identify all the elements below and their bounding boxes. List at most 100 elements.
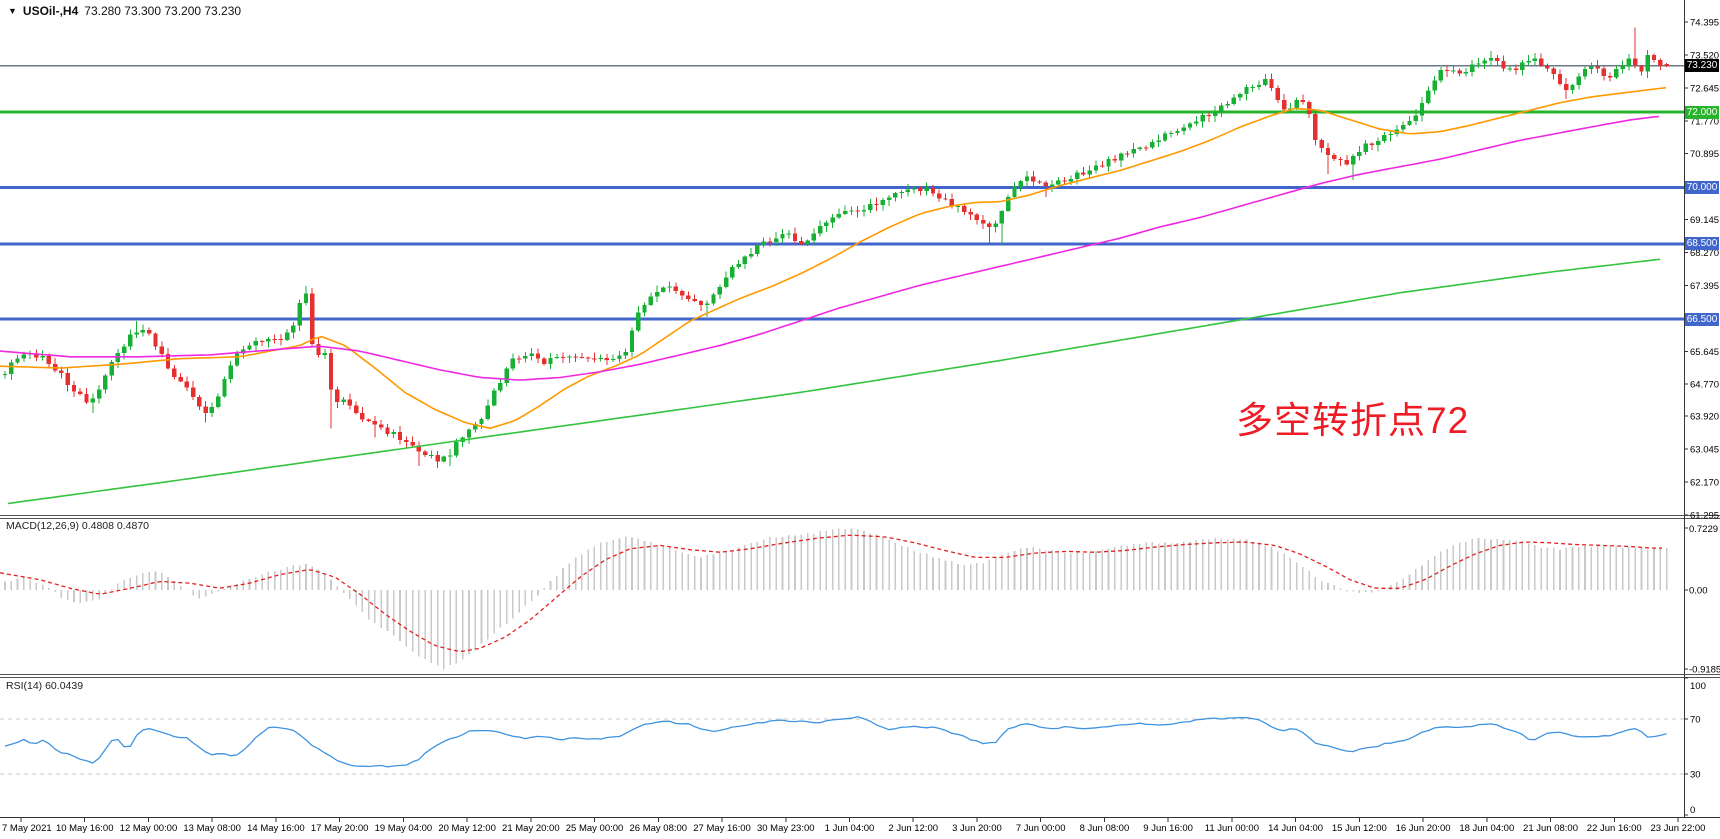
candle-body (272, 338, 277, 340)
candle-body (1049, 184, 1055, 187)
price-tick-label: 63.045 (1690, 445, 1719, 456)
candle-body (1413, 115, 1418, 121)
candle-body (341, 399, 346, 402)
time-tick-label: 27 May 16:00 (693, 823, 751, 834)
candle-body (993, 223, 998, 227)
candle-body (1476, 63, 1481, 65)
candle-body (15, 358, 20, 363)
candle-body (667, 286, 672, 288)
candle-body (1006, 197, 1011, 212)
candle-body (730, 266, 735, 278)
time-scale[interactable] (0, 818, 1720, 839)
candle-body (579, 357, 585, 359)
candle-body (1319, 139, 1324, 149)
candle-body (987, 223, 992, 227)
price-tick-label: 62.170 (1690, 478, 1719, 489)
candle-body (723, 277, 729, 288)
candle-body (1244, 87, 1249, 94)
candle-body (774, 238, 779, 242)
symbol-dropdown-icon[interactable]: ▼ (8, 5, 17, 16)
candle-body (466, 429, 472, 438)
candle-body (1275, 87, 1281, 100)
level-price-box: 68.500 (1685, 237, 1719, 251)
time-tick-label: 23 Jun 22:00 (1651, 823, 1706, 834)
candle-body (1263, 79, 1268, 86)
candle-body (761, 241, 766, 245)
candle-body (447, 455, 453, 457)
macd-indicator-label: MACD(12,26,9) 0.4808 0.4870 (6, 520, 150, 532)
candle-body (379, 424, 384, 428)
candle-body (303, 293, 309, 303)
candle-body (786, 233, 791, 235)
candle-body (623, 352, 628, 356)
candle-body (203, 406, 208, 413)
candle-body (868, 203, 873, 211)
candle-body (1607, 76, 1613, 78)
time-tick-label: 18 Jun 04:00 (1459, 823, 1514, 834)
price-scale[interactable] (1684, 0, 1720, 817)
candle-body (1488, 57, 1494, 61)
candle-body (755, 244, 760, 255)
candle-body (1564, 83, 1569, 90)
candle-body (1388, 134, 1393, 136)
ma-slow-line (7, 258, 1661, 505)
candle-body (523, 356, 528, 359)
candle-body (1501, 61, 1506, 69)
time-tick-label: 14 Jun 04:00 (1268, 823, 1323, 834)
candle-body (59, 370, 64, 374)
price-tick-label: 73.520 (1690, 50, 1719, 61)
candle-body (911, 188, 917, 190)
candle-body (1457, 70, 1462, 74)
candle-body (592, 358, 597, 360)
time-tick-label: 11 Jun 00:00 (1205, 823, 1259, 834)
symbol-title: USOil-,H4 (22, 4, 79, 18)
candle-body (893, 192, 898, 198)
candle-body (924, 187, 929, 191)
candle-body (1068, 178, 1074, 182)
candle-body (1589, 66, 1594, 69)
candle-body (1156, 140, 1161, 142)
candle-body (1231, 97, 1237, 104)
candle-body (103, 375, 108, 390)
time-tick-label: 21 Jun 08:00 (1523, 823, 1578, 834)
macd-group (0, 528, 1668, 670)
candle-body (178, 376, 183, 382)
candle-body (140, 330, 146, 333)
candle-body (767, 241, 773, 243)
candle-body (1031, 176, 1036, 182)
price-scale-labels: 74.395 73.520 72.645 71.770 70.895 69.145 68.2… (1684, 18, 1720, 816)
candle-body (147, 330, 152, 334)
candle-body (1401, 125, 1406, 130)
candle-body (184, 381, 190, 388)
candle-body (899, 192, 904, 194)
candle-body (1532, 58, 1538, 61)
candle-body (1037, 181, 1042, 183)
candle-body (1175, 130, 1180, 133)
candle-body (485, 405, 490, 419)
candle-body (1056, 180, 1061, 185)
candle-body (705, 303, 710, 305)
candle-body (109, 361, 114, 376)
chart-annotation: 多空转折点72 (1236, 400, 1470, 441)
candle-body (824, 222, 829, 226)
candle-body (999, 211, 1005, 224)
rsi-group (0, 716, 1684, 775)
candle-body (259, 341, 265, 343)
candle-body (172, 368, 177, 377)
candle-body (491, 390, 497, 406)
candle-body (65, 373, 70, 386)
candle-body (328, 352, 334, 390)
candle-body (1237, 93, 1243, 98)
candle-body (943, 198, 948, 200)
candle-body (1300, 100, 1306, 102)
candle-body (335, 389, 340, 402)
macd-tick-label: 0.7229 (1689, 524, 1718, 535)
candle-body (1225, 103, 1230, 106)
candle-body (1169, 132, 1174, 134)
candle-body (1338, 159, 1343, 161)
time-tick-label: 26 May 08:00 (630, 823, 688, 834)
candle-body (636, 312, 641, 331)
candle-body (429, 454, 434, 456)
